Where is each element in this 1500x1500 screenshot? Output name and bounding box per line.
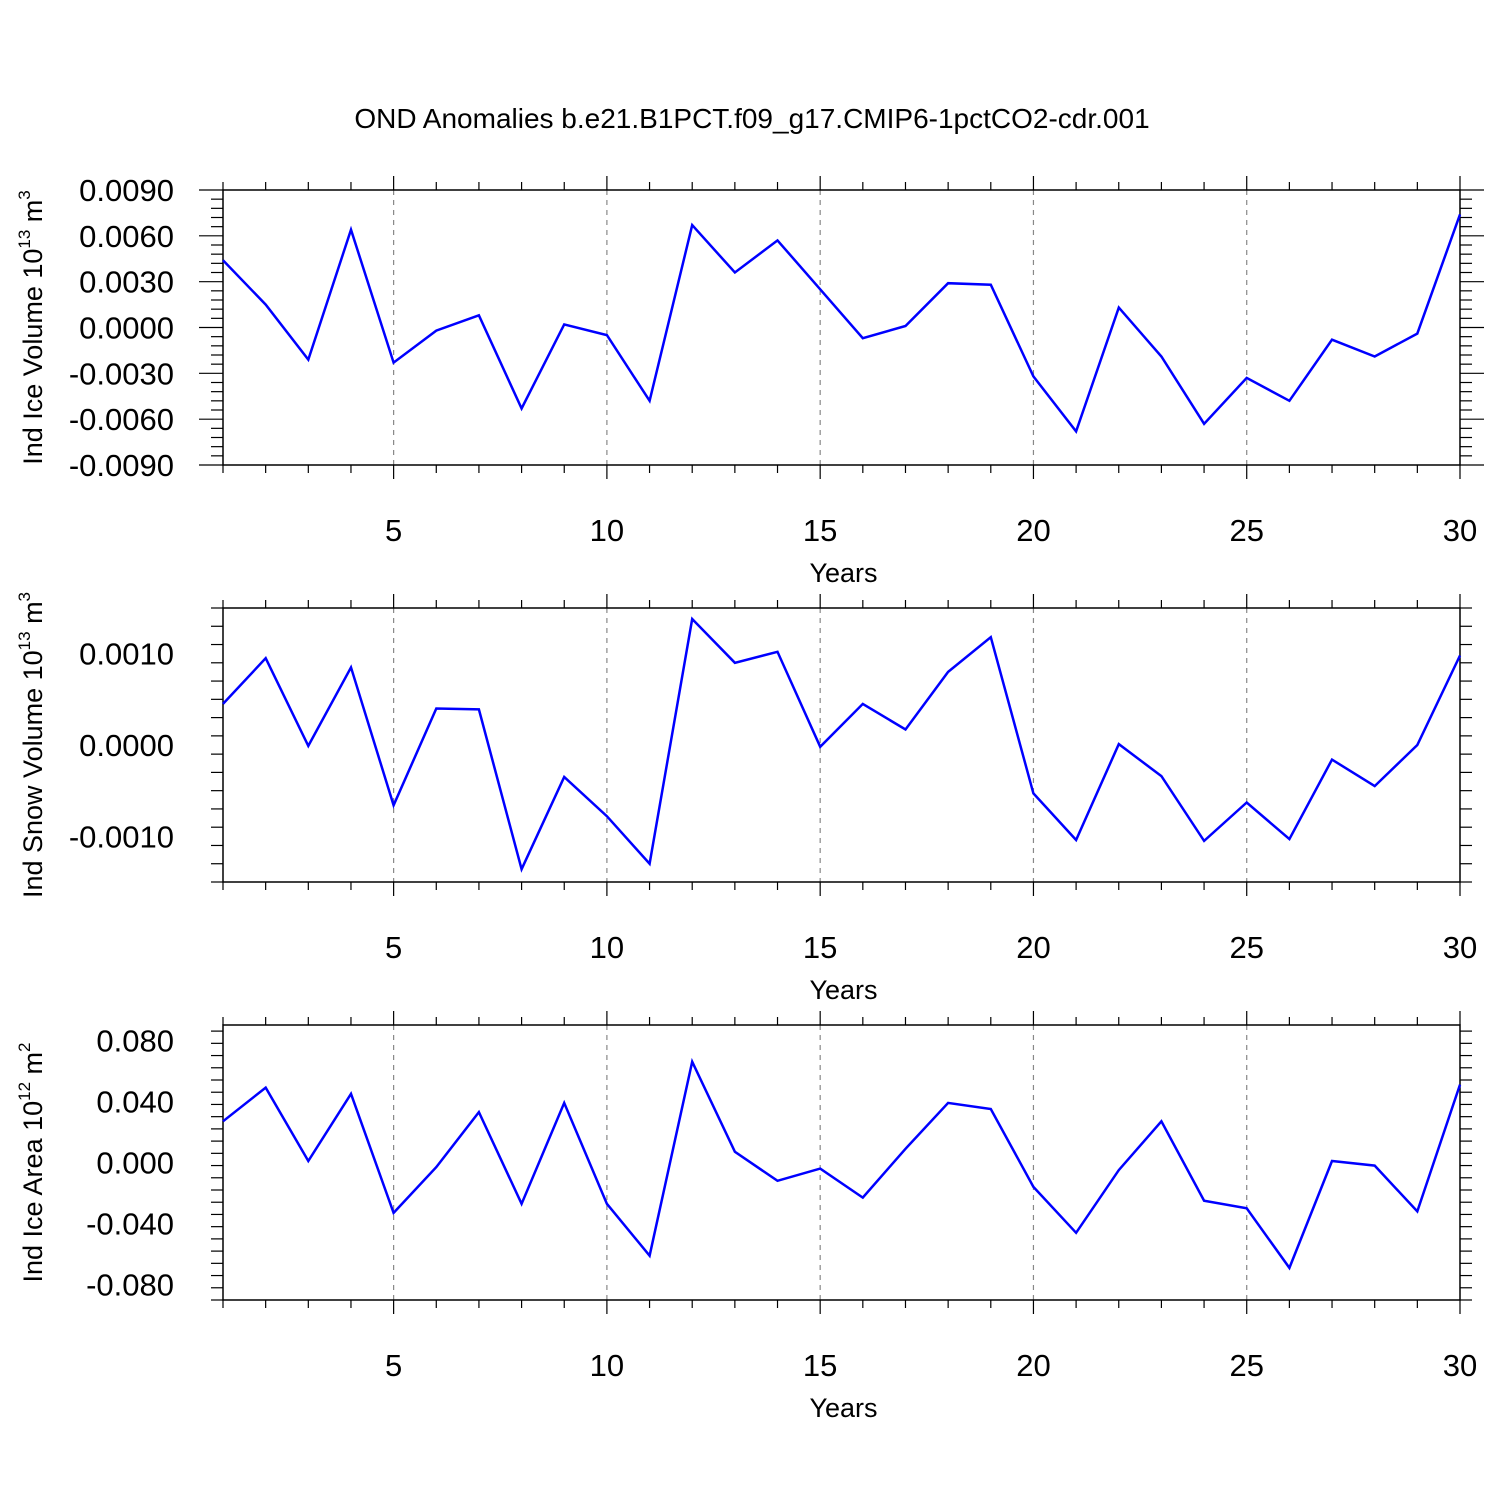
panel-2: 5 10 15 20 25 30 Years 0.0010 0.0000 -0.0010 Ind S… xyxy=(15,592,1477,1005)
series-line xyxy=(222,616,1462,873)
y-tick-label: -0.0030 xyxy=(69,356,174,391)
panels: 5 10 15 20 25 30Years0.00900.00600.00300.0000… xyxy=(15,173,1484,1423)
x-tick-label: 10 xyxy=(590,930,624,965)
x-tick-label: 25 xyxy=(1229,513,1263,548)
panel-3: 5 10 15 20 25 30 Years 0.080 0.040 0.000 -0.040 -0.… xyxy=(15,1011,1477,1423)
y-tick-label: 0.0090 xyxy=(79,173,174,208)
x-tick-label: 5 xyxy=(385,513,402,548)
y-tick-label: -0.040 xyxy=(86,1207,174,1242)
x-tick-label: 5 xyxy=(385,930,402,965)
y-tick-label: -0.0010 xyxy=(69,819,174,854)
y-tick-label: 0.040 xyxy=(96,1084,174,1119)
y-tick-label: 0.000 xyxy=(96,1146,174,1181)
x-tick-label: 30 xyxy=(1443,1348,1477,1383)
y-tick-label: 0.0030 xyxy=(79,265,174,300)
x-tick-label: 15 xyxy=(803,930,837,965)
y-tick-label: 0.0010 xyxy=(79,637,174,672)
x-axis-label: Years xyxy=(809,1393,877,1423)
x-axis-label: Years xyxy=(809,975,877,1005)
x-tick-label: 20 xyxy=(1016,930,1050,965)
y-axis-label: Ind Snow Volume 1013 m3 xyxy=(15,592,48,898)
series-line xyxy=(222,1057,1462,1271)
plot-frame xyxy=(222,189,1461,466)
x-tick-label: 10 xyxy=(590,513,624,548)
figure-title: OND Anomalies b.e21.B1PCT.f09_g17.CMIP6-… xyxy=(354,103,1149,134)
x-tick-label: 20 xyxy=(1016,513,1050,548)
x-tick-label: 20 xyxy=(1016,1348,1050,1383)
y-tick-label: -0.080 xyxy=(86,1268,174,1303)
x-tick-label: 30 xyxy=(1443,513,1477,548)
series-line xyxy=(222,213,1462,434)
y-tick-label: -0.0090 xyxy=(69,448,174,483)
plot-frame xyxy=(222,1024,1461,1301)
y-tick-label: 0.0000 xyxy=(79,311,174,346)
plot-frame xyxy=(222,607,1461,883)
y-axis-label: Ind Ice Area 1012 m2 xyxy=(15,1042,48,1282)
x-tick-label: 30 xyxy=(1443,930,1477,965)
x-tick-label: 5 xyxy=(385,1348,402,1383)
y-axis-label: Ind Ice Volume 1013 m3 xyxy=(15,190,48,465)
y-tick-label: 0.0060 xyxy=(79,219,174,254)
x-tick-label: 15 xyxy=(803,513,837,548)
panel-1: 5 10 15 20 25 30 Years 0.0090 0.0060 0.0030 0.0000… xyxy=(15,173,1484,588)
x-tick-label: 10 xyxy=(590,1348,624,1383)
y-tick-label: 0.080 xyxy=(96,1023,174,1058)
y-tick-label: -0.0060 xyxy=(69,402,174,437)
x-tick-label: 15 xyxy=(803,1348,837,1383)
y-tick-label: 0.0000 xyxy=(79,728,174,763)
x-tick-label: 25 xyxy=(1229,1348,1263,1383)
x-tick-label: 25 xyxy=(1229,930,1263,965)
x-axis-label: Years xyxy=(809,558,877,588)
